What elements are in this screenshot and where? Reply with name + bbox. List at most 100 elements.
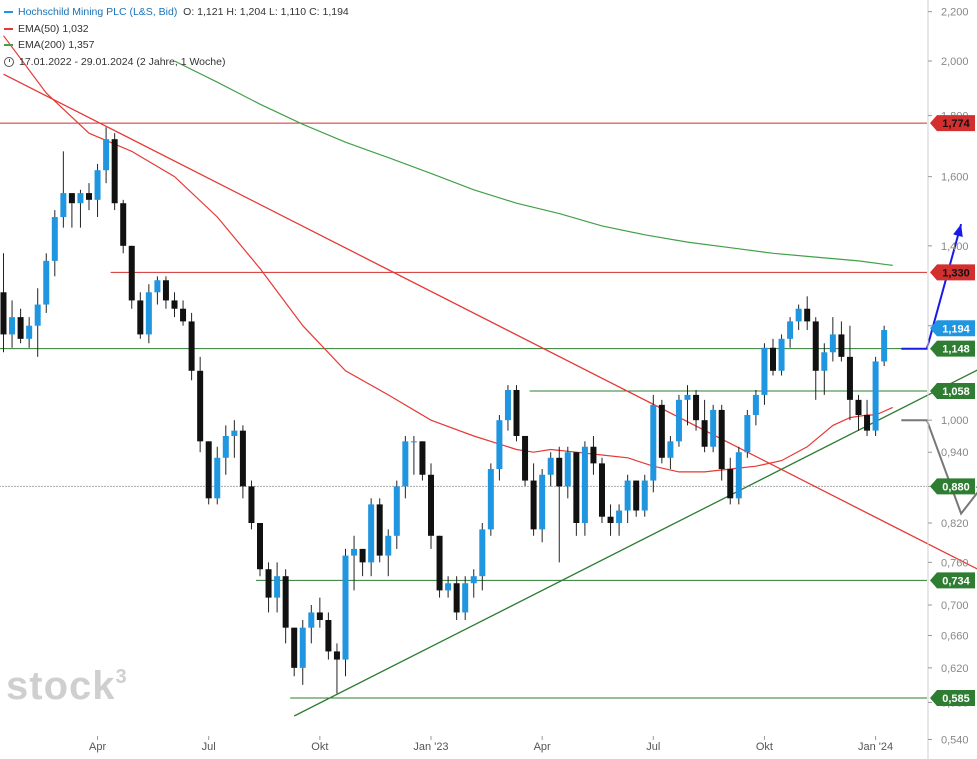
candle [864, 399, 871, 436]
candle-body [428, 474, 434, 536]
ema50-label[interactable]: EMA(50) [18, 22, 60, 35]
candle-body [436, 535, 443, 591]
candle [504, 385, 511, 431]
candle [145, 284, 152, 344]
candle [239, 425, 246, 499]
candle [693, 389, 700, 431]
candle [530, 463, 537, 536]
legend-title-row: Hochschild Mining PLC (L&S, Bid) O: 1,12… [4, 4, 349, 21]
candle [710, 404, 717, 453]
candle-body [402, 441, 409, 487]
x-tick-label: Jul [646, 741, 660, 753]
candle-body [864, 415, 871, 431]
x-axis: Apr Jul Okt Jan '23 Apr Jul Okt Jan '24 [89, 736, 893, 753]
candle-body [462, 583, 469, 613]
candle [342, 548, 349, 677]
x-tick-label: Jul [202, 741, 216, 753]
candle [0, 253, 7, 353]
candle-body [60, 193, 67, 218]
ema200-label[interactable]: EMA(200) [18, 39, 66, 51]
candle-body [77, 193, 84, 204]
candle [274, 562, 281, 613]
x-tick-label: Jan '24 [858, 741, 893, 753]
candle-body [855, 399, 862, 416]
candle-body [829, 334, 836, 353]
y-tick-label: 2,000 [941, 56, 969, 68]
ema200-line [174, 60, 893, 266]
candle-body [872, 361, 879, 431]
candle-body [590, 446, 597, 464]
trend-lines [3, 73, 977, 717]
candle [556, 446, 563, 563]
price-tag-bg [930, 115, 975, 132]
candle-body [881, 330, 888, 362]
candle-body [658, 404, 665, 458]
candle [419, 441, 426, 481]
candle-body [787, 321, 794, 339]
candle-body [453, 583, 460, 613]
price-tag-label: 1,194 [942, 323, 970, 335]
candle [590, 435, 597, 475]
price-tag: 1,774 [930, 115, 975, 132]
candle [496, 415, 503, 481]
candle-body [744, 415, 751, 453]
price-tag-bg [930, 340, 975, 357]
candle [744, 409, 751, 458]
candle [650, 394, 657, 493]
instrument-title[interactable]: Hochschild Mining PLC (L&S, Bid) [18, 6, 178, 18]
candle [333, 643, 340, 694]
candle [624, 474, 631, 524]
candle [633, 480, 640, 517]
y-tick-label: 0,820 [941, 518, 969, 530]
candle-body [325, 620, 332, 652]
candle-swatch [4, 11, 13, 14]
candle-body [68, 193, 75, 204]
price-tags: 1,774 1,330 1,194 1,148 1,058 0,880 0,734 0,585 [930, 115, 975, 706]
x-tick-label: Okt [756, 741, 773, 753]
candle [812, 317, 819, 400]
candle-body [718, 409, 725, 470]
candle-body [846, 356, 853, 400]
candle [513, 385, 520, 442]
candle [573, 452, 580, 536]
candle-body [239, 430, 246, 487]
candle-body [770, 347, 776, 371]
x-tick-label: Apr [534, 741, 551, 753]
candle-body [51, 217, 58, 261]
candle-body [333, 651, 340, 660]
price-tag: 0,585 [930, 689, 975, 706]
candle-body [487, 469, 494, 530]
y-tick-label: 1,600 [941, 172, 969, 184]
candle [9, 300, 16, 348]
candle-body [43, 260, 50, 305]
candle [103, 127, 110, 184]
logo-text: stock [6, 664, 116, 708]
legend-range-row: 17.01.2022 - 29.01.2024 (2 Jahre, 1 Woch… [4, 54, 349, 71]
candle [607, 504, 614, 536]
candle [137, 292, 144, 339]
candle [855, 394, 862, 431]
ema50-value: 1,032 [62, 22, 89, 35]
candle [770, 338, 776, 376]
price-tag-bg [930, 689, 975, 706]
candle-body [188, 321, 195, 371]
date-range: 17.01.2022 - 29.01.2024 (2 Jahre, 1 Woch… [19, 55, 226, 68]
candle [51, 210, 58, 277]
candle-body [145, 292, 152, 335]
candle-body [342, 555, 349, 660]
candle-body [693, 394, 700, 421]
candle [462, 576, 469, 621]
candle-body [419, 441, 426, 475]
y-tick-label: 1,000 [941, 415, 969, 427]
candle [86, 183, 92, 211]
candle-body [616, 510, 623, 524]
candle [547, 452, 554, 487]
candle [316, 597, 323, 628]
y-tick-label: 0,940 [941, 447, 969, 459]
candle [752, 389, 759, 426]
candle [564, 446, 571, 499]
candle [881, 325, 888, 367]
price-tag-label: 1,058 [942, 386, 970, 398]
price-tag-bg [930, 264, 975, 281]
candle [872, 356, 879, 436]
